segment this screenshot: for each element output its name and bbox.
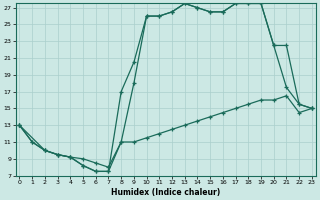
X-axis label: Humidex (Indice chaleur): Humidex (Indice chaleur) [111,188,220,197]
